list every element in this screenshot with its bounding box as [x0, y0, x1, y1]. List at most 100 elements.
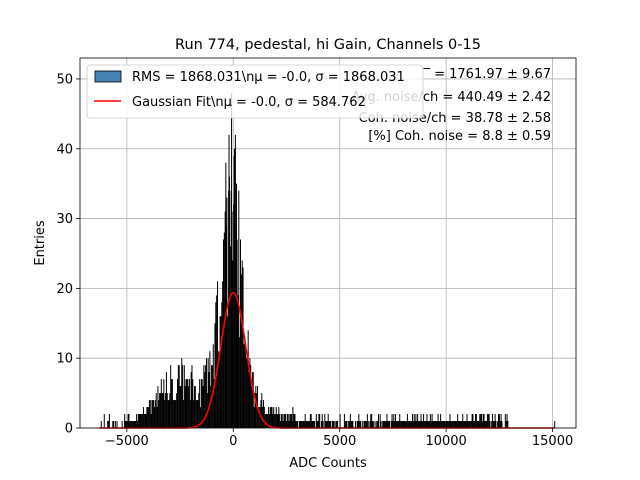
histogram-bar: [205, 358, 207, 428]
y-tick-label: 20: [56, 282, 73, 297]
histogram-bar: [218, 358, 220, 428]
histogram-bar: [382, 421, 384, 428]
histogram-bar: [450, 421, 452, 428]
histogram-bar: [419, 421, 421, 428]
histogram-bar: [159, 393, 161, 428]
histogram-bar: [401, 421, 403, 428]
histogram-bar: [479, 414, 481, 428]
histogram-bar: [319, 414, 321, 428]
histogram-bar: [153, 400, 155, 428]
y-axis-ticks: 0 10 20 30 40 50: [56, 72, 80, 437]
histogram-bar: [311, 421, 313, 428]
plot-frame: [79, 57, 577, 429]
histogram-bar: [309, 414, 311, 428]
histogram-bar: [256, 393, 258, 428]
histogram-bar: [402, 421, 404, 428]
histogram-bar: [132, 421, 134, 428]
histogram-bar: [182, 400, 184, 428]
histogram-bar: [335, 421, 337, 428]
histogram-bar: [383, 421, 385, 428]
histogram-bar: [254, 393, 256, 428]
histogram-bar: [371, 414, 373, 428]
histogram-bar: [380, 421, 382, 428]
y-tick-label: 50: [56, 72, 73, 87]
histogram-bar: [295, 421, 297, 428]
histogram-bar: [379, 414, 381, 428]
histogram-bar: [277, 414, 279, 428]
histogram-bar: [328, 421, 330, 428]
histogram-bar: [239, 337, 241, 428]
histogram-bar: [208, 372, 210, 428]
histogram-bar: [247, 330, 249, 428]
histogram-bar: [484, 421, 486, 428]
histogram-bar: [481, 421, 483, 428]
x-axis-ticks: −5000 0 5000 10000 15000: [105, 428, 573, 449]
histogram-bar: [454, 421, 456, 428]
histogram-bar: [442, 421, 444, 428]
histogram-bar: [291, 414, 293, 428]
histogram-bar: [188, 386, 190, 428]
histogram-bar: [366, 421, 368, 428]
histogram-bar: [480, 414, 482, 428]
x-axis-label: ADC Counts: [289, 456, 367, 471]
histogram-bar: [268, 407, 270, 428]
histogram-bar: [268, 414, 270, 428]
histogram-bar: [225, 162, 227, 428]
histogram-bar: [377, 421, 379, 428]
histogram-bar: [333, 421, 335, 428]
histogram-bar: [377, 414, 379, 428]
histogram-bar: [275, 407, 277, 428]
histogram-bar: [165, 372, 167, 428]
histogram-bar: [417, 421, 419, 428]
histogram-bar: [485, 421, 487, 428]
histogram-bar: [367, 421, 369, 428]
histogram-bar: [182, 365, 184, 428]
histogram-bar: [269, 407, 271, 428]
histogram-bar: [274, 414, 276, 428]
histogram-bar: [209, 351, 211, 428]
histogram-bar: [285, 414, 287, 428]
histogram-bar: [487, 414, 489, 428]
histogram-bar: [169, 393, 171, 428]
histogram-bar: [359, 421, 361, 428]
histogram-bar: [248, 372, 250, 428]
histogram-bar: [108, 414, 110, 428]
histogram-bar: [114, 421, 116, 428]
histogram-bar: [149, 400, 151, 428]
histogram-bar: [492, 421, 494, 428]
histogram-bar: [222, 281, 224, 428]
histogram-bar: [351, 421, 353, 428]
histogram-bar: [394, 414, 396, 428]
histogram-bar: [103, 414, 105, 428]
histogram-bar: [238, 190, 240, 428]
histogram-bar: [302, 421, 304, 428]
histogram-bar: [260, 400, 262, 428]
histogram-bar: [205, 365, 207, 428]
histogram-bar: [470, 421, 472, 428]
histogram-bar: [371, 421, 373, 428]
histogram-bar: [464, 421, 466, 428]
histogram-bar: [270, 407, 272, 428]
histogram-bar: [416, 421, 418, 428]
histogram-bar: [336, 421, 338, 428]
histogram-bar: [426, 414, 428, 428]
histogram-bar: [124, 421, 126, 428]
histogram-bar: [235, 183, 237, 428]
histogram-bar: [191, 365, 193, 428]
histogram-bar: [438, 421, 440, 428]
histogram-bar: [157, 386, 159, 428]
histogram-bar: [150, 414, 152, 428]
histogram-bar: [497, 421, 499, 428]
histogram-bar: [194, 386, 196, 428]
plot-area: [80, 58, 576, 428]
histogram-bar: [455, 421, 457, 428]
histogram-bar: [360, 421, 362, 428]
histogram-bar: [403, 421, 405, 428]
histogram-bar: [423, 421, 425, 428]
histogram-bar: [392, 421, 394, 428]
histogram-bar: [245, 344, 247, 428]
histogram-bar: [412, 414, 414, 428]
histogram-bar: [280, 421, 282, 428]
histogram-bar: [220, 316, 222, 428]
histogram-bar: [443, 421, 445, 428]
